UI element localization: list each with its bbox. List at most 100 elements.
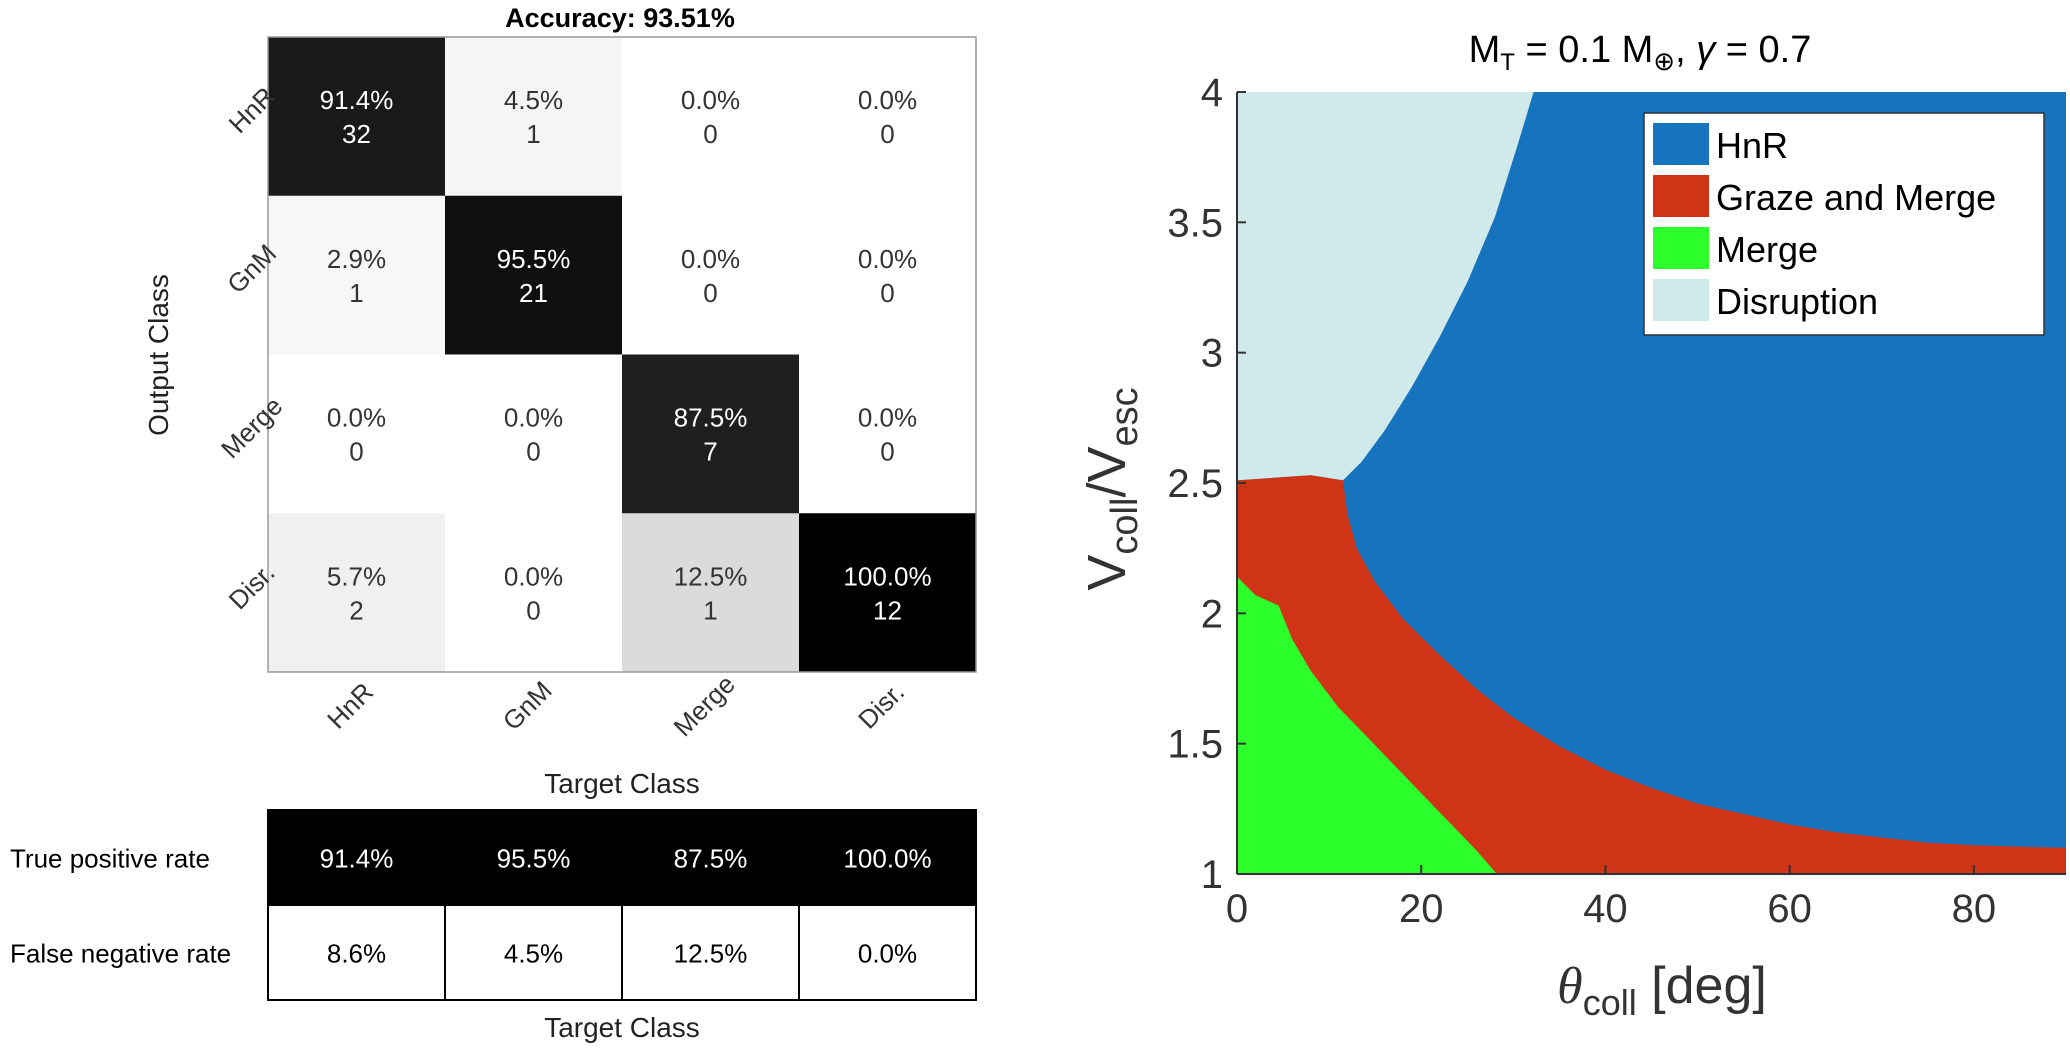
rate-table-body: True positive rate 91.4% 95.5% 87.5% 100.0% F…: [10, 809, 977, 1001]
cm-cell-percent: 4.5%: [504, 85, 563, 115]
rate-table: True positive rate 91.4% 95.5% 87.5% 100.0% F…: [10, 809, 977, 1043]
y-tick-label: 2: [1201, 592, 1223, 636]
rate-cell-value: 0.0%: [858, 939, 917, 969]
cm-cell: [268, 513, 446, 673]
legend-entry: Merge: [1716, 229, 1818, 270]
regime-area-chart: 0 20 40 60 80 1 1.5 2 2.5 3 3.5 4 MT = 0.1 M⊕, γ = …: [1077, 29, 2066, 1023]
rate-cell-value: 12.5%: [674, 939, 748, 969]
x-tick-label: 20: [1399, 887, 1444, 931]
legend-swatch: [1653, 175, 1709, 217]
cm-cell-percent: 5.7%: [327, 561, 386, 591]
title-m: M: [1469, 29, 1501, 71]
cm-cell-count: 1: [349, 278, 363, 308]
ylabel-slash: /V: [1077, 447, 1137, 498]
cm-cell-count: 0: [703, 119, 717, 149]
cm-cell-count: 0: [349, 437, 363, 467]
accuracy-title-label: Accuracy:: [505, 3, 636, 33]
rate-table-xlabel: Target Class: [544, 1012, 700, 1043]
cm-col-label: Merge: [667, 669, 740, 742]
title-sep: ,: [1675, 29, 1696, 71]
y-tick-label: 3: [1201, 332, 1223, 376]
cm-cell: [445, 195, 623, 355]
y-tick-label: 2.5: [1167, 462, 1223, 506]
cm-cell: [799, 195, 977, 355]
cm-cell-count: 0: [526, 595, 540, 625]
ylabel-s2: esc: [1104, 387, 1146, 446]
y-tick-label: 4: [1201, 71, 1223, 115]
cm-cell: [622, 195, 800, 355]
cm-col-label: GnM: [497, 675, 558, 736]
cm-cell-percent: 0.0%: [858, 244, 917, 274]
cm-cell-percent: 95.5%: [497, 244, 571, 274]
accuracy-title: Accuracy: 93.51%: [505, 3, 735, 33]
cm-cell-percent: 100.0%: [843, 561, 931, 591]
x-tick-label: 0: [1226, 887, 1248, 931]
rate-cell-value: 91.4%: [320, 844, 394, 874]
cm-cell-count: 0: [880, 278, 894, 308]
y-tick-label: 1.5: [1167, 723, 1223, 767]
cm-cell: [799, 37, 977, 197]
ylabel-s1: coll: [1104, 498, 1146, 555]
theta-symbol: θ: [1557, 958, 1583, 1015]
rate-cell: [267, 904, 446, 1001]
legend-box: [1643, 112, 2045, 336]
cm-cell-count: 2: [349, 595, 363, 625]
x-tick-label: 60: [1767, 887, 1812, 931]
cm-col-label: Disr.: [852, 677, 910, 735]
cm-cell-percent: 91.4%: [320, 85, 394, 115]
cm-cell-count: 0: [880, 437, 894, 467]
cm-cell: [268, 37, 446, 197]
graze-merge-region: [1237, 475, 2066, 874]
cm-col-label: HnR: [321, 677, 379, 735]
cm-cell-count: 32: [342, 119, 371, 149]
rate-cell-value: 4.5%: [504, 939, 563, 969]
accuracy-title-value: 93.51%: [643, 3, 735, 33]
earth-symbol: ⊕: [1653, 46, 1675, 76]
legend-entry: HnR: [1716, 125, 1788, 166]
cm-cell: [799, 354, 977, 514]
confusion-matrix-chart: Accuracy: 93.51% 91.4% 32 4.5% 1 0.0% 0 0.0% 0 2…: [143, 3, 977, 799]
disruption-region: [1237, 92, 1534, 481]
x-tick-label: 80: [1952, 887, 1997, 931]
cm-cell: [445, 513, 623, 673]
area-chart-ylabel: Vcoll/Vesc: [1077, 387, 1146, 590]
title-t-sub: T: [1500, 49, 1515, 76]
cm-cell-count: 12: [873, 595, 902, 625]
cm-cell: [622, 354, 800, 514]
rate-row-label: False negative rate: [10, 939, 231, 969]
cm-cell-count: 0: [703, 278, 717, 308]
rate-cell: [621, 904, 800, 1001]
y-tick-label: 3.5: [1167, 201, 1223, 245]
cm-cell-percent: 2.9%: [327, 244, 386, 274]
title-eq: = 0.1 M: [1515, 29, 1653, 71]
title-rest: = 0.7: [1715, 29, 1811, 71]
cm-cell: [622, 37, 800, 197]
cm-cell-count: 0: [880, 119, 894, 149]
confusion-matrix-ylabel: Output Class: [143, 274, 174, 436]
confusion-matrix-cells: 91.4%324.5%10.0%00.0%02.9%195.5%210.0%00…: [268, 37, 977, 673]
cm-cell: [799, 513, 977, 673]
rate-cell: [798, 904, 977, 1001]
xlabel-sub: coll: [1583, 982, 1637, 1023]
legend-entry: Graze and Merge: [1716, 177, 1996, 218]
cm-cell-count: 7: [703, 437, 717, 467]
cm-cell-count: 21: [519, 278, 548, 308]
cm-cell-count: 1: [703, 595, 717, 625]
confusion-matrix-frame: [267, 36, 977, 673]
cm-cell: [268, 354, 446, 514]
cm-cell-count: 1: [526, 119, 540, 149]
cm-cell: [622, 513, 800, 673]
cm-cell-percent: 0.0%: [681, 244, 740, 274]
cm-cell-count: 0: [526, 437, 540, 467]
legend-entry: Disruption: [1716, 281, 1878, 322]
rate-cell-value: 95.5%: [497, 844, 571, 874]
xlabel-unit: [deg]: [1637, 957, 1767, 1015]
cm-cell: [268, 195, 446, 355]
cm-cell-percent: 0.0%: [504, 403, 563, 433]
cm-cell-percent: 0.0%: [681, 85, 740, 115]
cm-cell-percent: 0.0%: [504, 561, 563, 591]
gamma-symbol: γ: [1696, 29, 1717, 71]
cm-cell-percent: 0.0%: [858, 85, 917, 115]
cm-cell: [445, 354, 623, 514]
